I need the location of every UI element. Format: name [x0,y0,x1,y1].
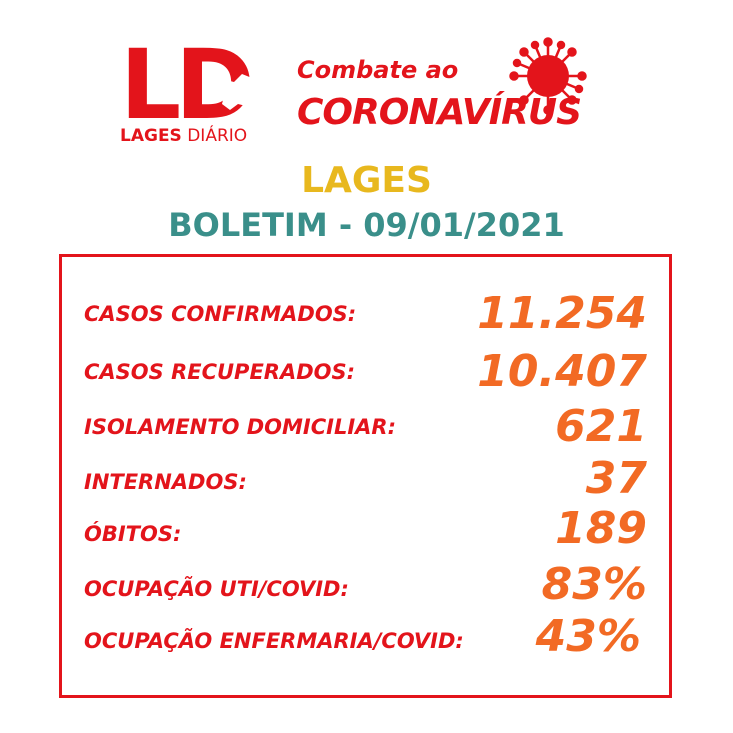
stat-value-hospitalized: 37 [585,453,647,504]
stat-value-icu-occupancy: 83% [541,559,647,610]
logo-caption-light: DIÁRIO [187,126,248,146]
logo-caption-bold: LAGES [120,126,182,146]
stat-value-deaths: 189 [555,503,647,554]
stat-value-recovered: 10.407 [477,346,647,397]
stat-label-confirmed: CASOS CONFIRMADOS: [84,302,357,326]
map-icon [216,74,258,110]
stat-label-home-isolation: ISOLAMENTO DOMICILIAR: [84,415,396,439]
campaign-line1: Combate ao [297,56,459,84]
campaign-line2: CORONAVÍRUS [297,92,582,133]
logo-caption: LAGES DIÁRIO [120,126,247,146]
stat-label-deaths: ÓBITOS: [84,522,182,546]
stat-value-ward-occupancy: 43% [535,611,641,662]
bulletin-title: BOLETIM - 09/01/2021 [168,206,565,244]
stats-box: CASOS CONFIRMADOS: 11.254 CASOS RECUPERA… [59,254,672,698]
stat-label-recovered: CASOS RECUPERADOS: [84,360,356,384]
lages-diario-logo: LD LAGES DIÁRIO [120,37,270,150]
stat-label-ward-occupancy: OCUPAÇÃO ENFERMARIA/COVID: [84,629,464,653]
city-title: LAGES [301,160,432,201]
coronavirus-icon [509,37,587,115]
stat-value-home-isolation: 621 [555,401,647,452]
stat-label-hospitalized: INTERNADOS: [84,470,247,494]
stat-label-icu-occupancy: OCUPAÇÃO UTI/COVID: [84,577,349,601]
stat-value-confirmed: 11.254 [477,288,647,339]
